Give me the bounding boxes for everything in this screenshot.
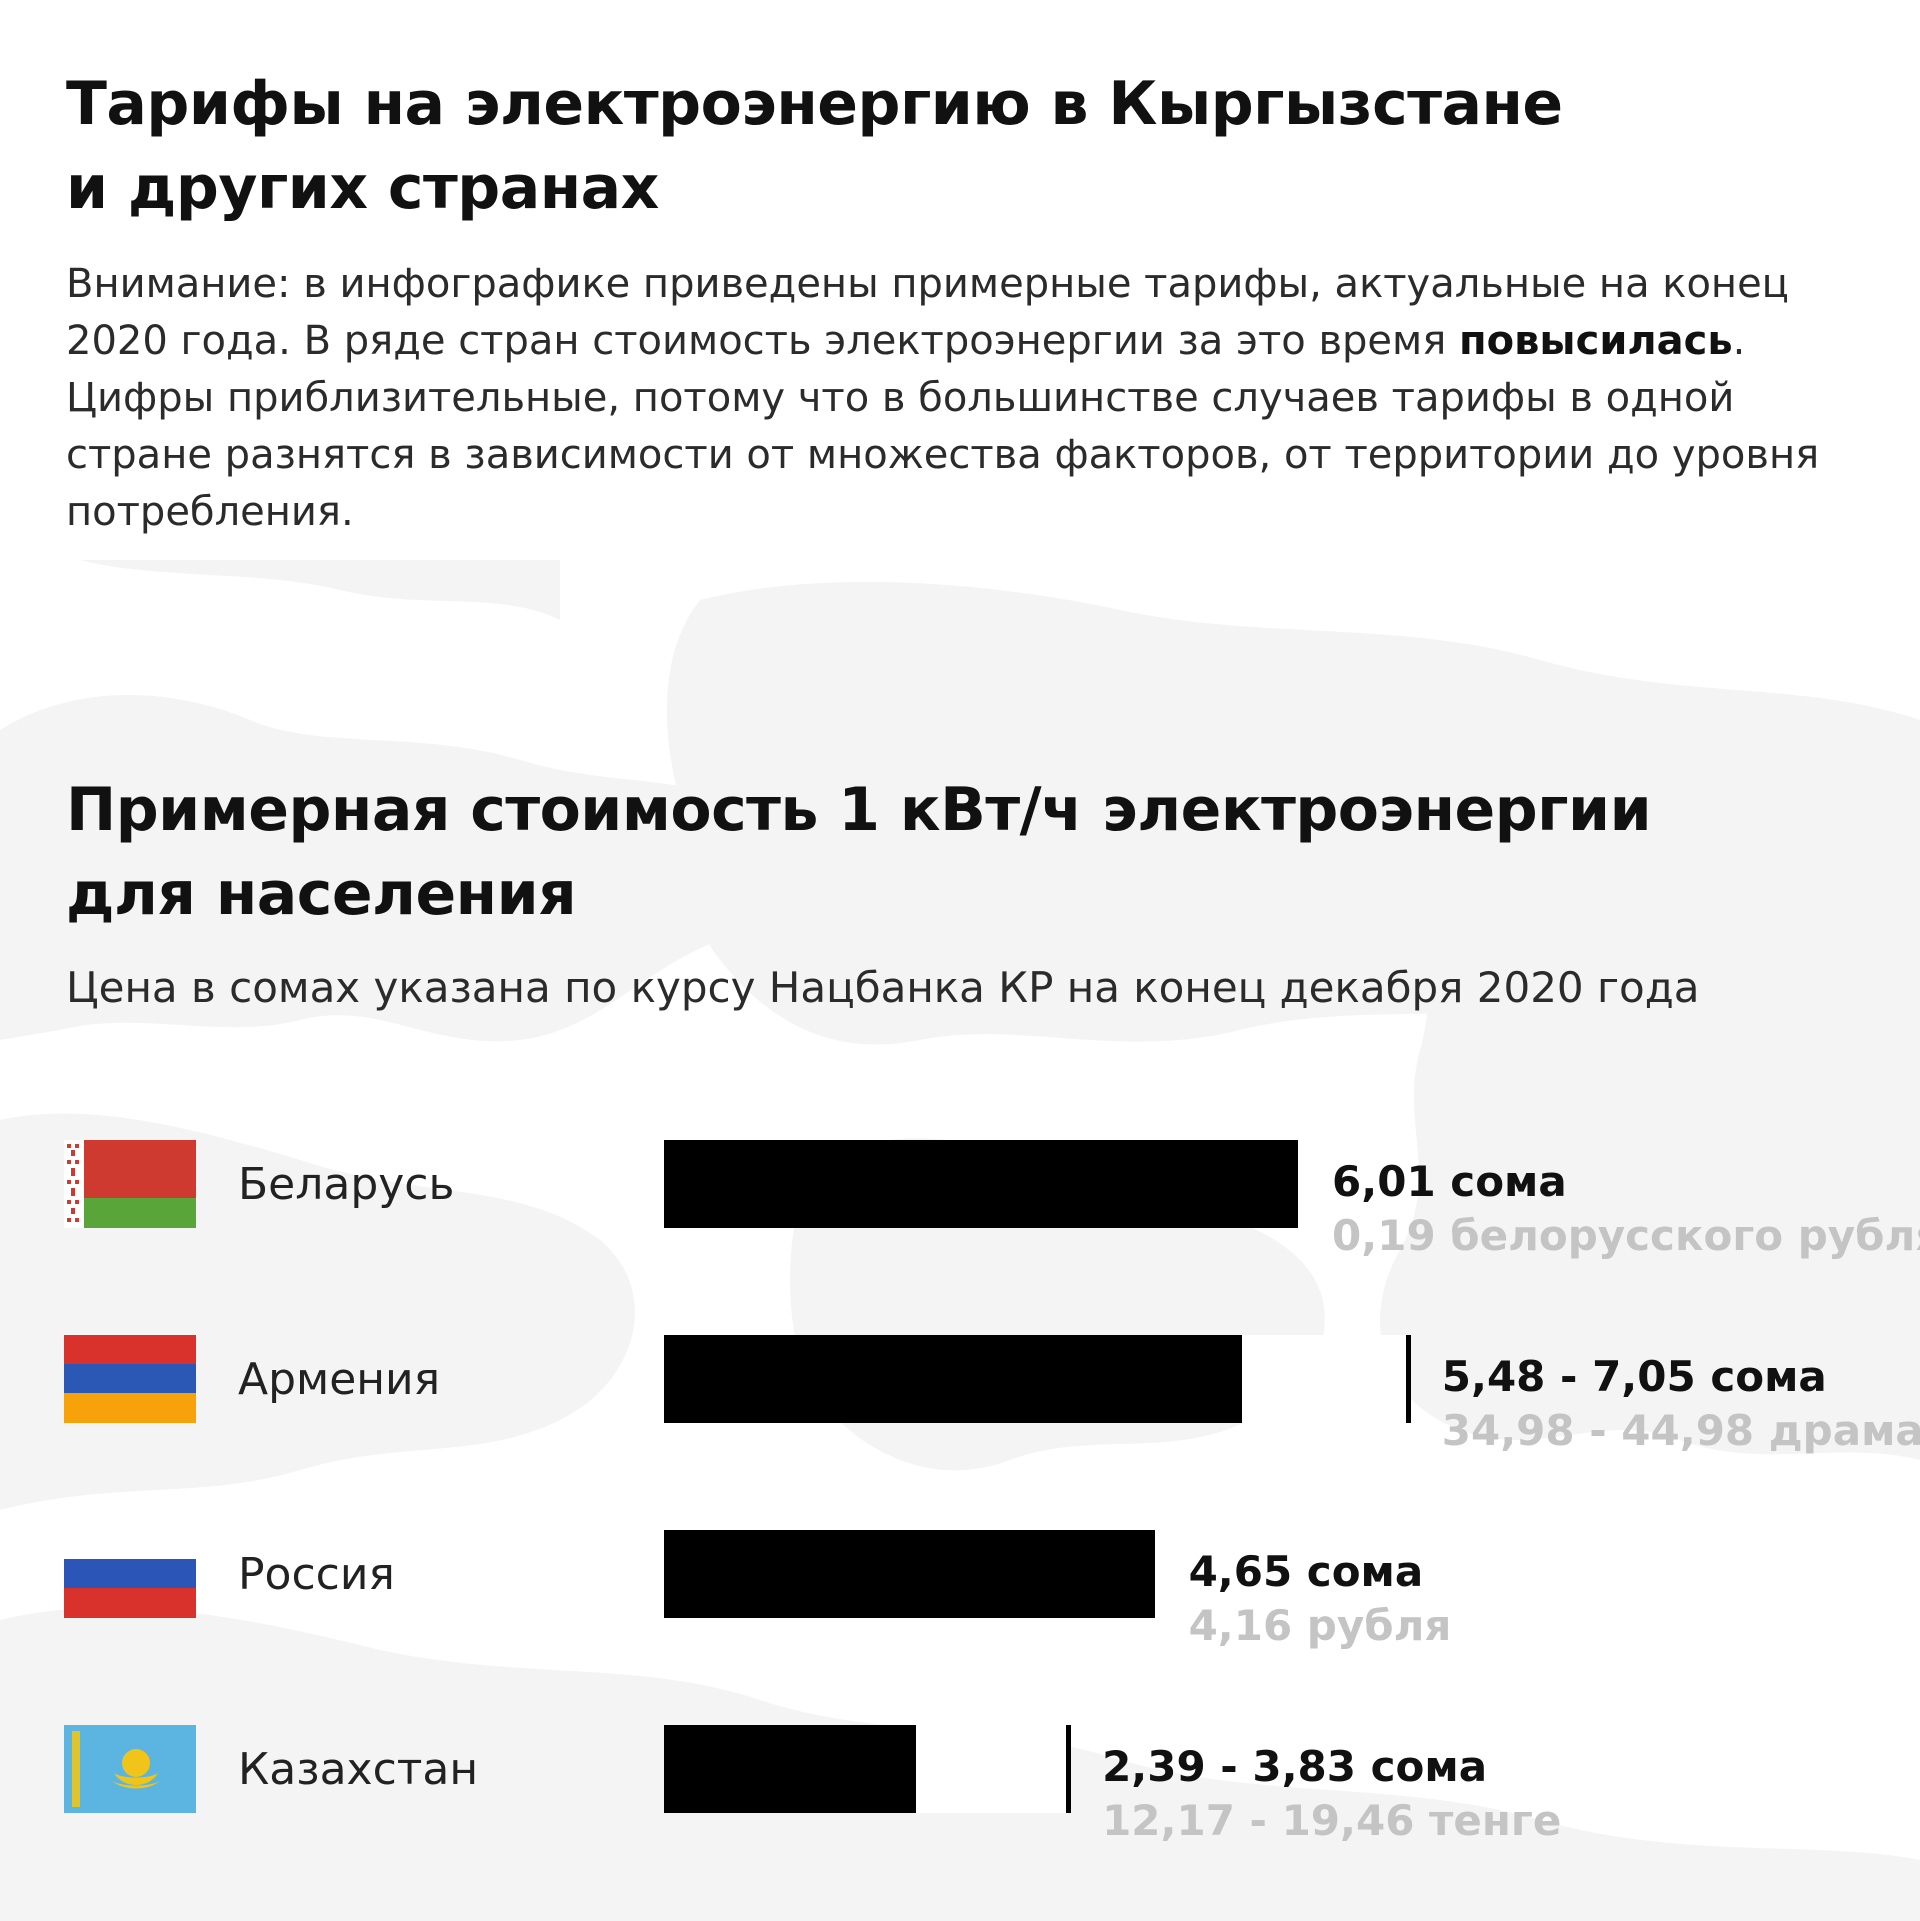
intro-text: Внимание: в инфографике приведены пример… <box>66 256 1866 541</box>
local-currency-label: 12,17 - 19,46 тенге <box>1102 1796 1562 1845</box>
chart-title: Примерная стоимость 1 кВт/ч электроэнерг… <box>66 775 1652 929</box>
country-label: Россия <box>238 1549 395 1600</box>
bar-chart: Беларусь 6,01 сома 0,19 белорусского рубля… <box>0 1140 1920 1900</box>
local-currency-label: 34,98 - 44,98 драма <box>1441 1406 1920 1455</box>
range-max-tick <box>1066 1725 1072 1813</box>
bar <box>664 1725 917 1813</box>
chart-row: Казахстан 2,39 - 3,83 сома 12,17 - 19,46 т… <box>0 1725 1920 1845</box>
data-label: 5,48 - 7,05 сома <box>1441 1352 1827 1401</box>
page-title-line1: Тарифы на электроэнергию в Кыргызстане <box>66 69 1563 139</box>
bar <box>664 1335 1243 1423</box>
armenia-flag-icon <box>64 1335 196 1423</box>
kazakhstan-flag-icon <box>64 1725 196 1813</box>
bar-range <box>916 1725 1069 1813</box>
chart-row: Армения 5,48 - 7,05 сома 34,98 - 44,98 дра… <box>0 1335 1920 1455</box>
bar <box>664 1140 1299 1228</box>
local-currency-label: 4,16 рубля <box>1188 1601 1452 1650</box>
data-label: 6,01 сома <box>1332 1157 1567 1206</box>
data-label: 2,39 - 3,83 сома <box>1102 1742 1488 1791</box>
belarus-flag-icon <box>64 1140 196 1228</box>
country-label: Армения <box>238 1354 441 1405</box>
bar <box>664 1530 1155 1618</box>
intro-part1: Внимание: в инфографике приведены пример… <box>66 261 1789 364</box>
local-currency-label: 0,19 белорусского рубля <box>1332 1211 1920 1260</box>
page-title-line2: и других странах <box>66 153 659 223</box>
page-title: Тарифы на электроэнергию в Кыргызстане и… <box>66 62 1866 230</box>
country-label: Казахстан <box>238 1744 479 1795</box>
header: Тарифы на электроэнергию в Кыргызстане и… <box>66 62 1866 541</box>
range-max-tick <box>1405 1335 1411 1423</box>
intro-bold: повысилась <box>1459 318 1733 364</box>
country-label: Беларусь <box>238 1159 455 1210</box>
intro-part2: . Цифры приблизительные, потому что в бо… <box>66 318 1820 535</box>
data-label: 4,65 сома <box>1188 1547 1424 1596</box>
chart-row: Беларусь 6,01 сома 0,19 белорусского рубля <box>0 1140 1920 1260</box>
russia-flag-icon <box>64 1530 196 1618</box>
bar-range <box>1242 1335 1408 1423</box>
chart-header: Примерная стоимость 1 кВт/ч электроэнерг… <box>66 768 1866 1016</box>
chart-subtitle: Цена в сомах указана по курсу Нацбанка К… <box>66 963 1700 1012</box>
chart-row: Россия 4,65 сома 4,16 рубля <box>0 1530 1920 1650</box>
